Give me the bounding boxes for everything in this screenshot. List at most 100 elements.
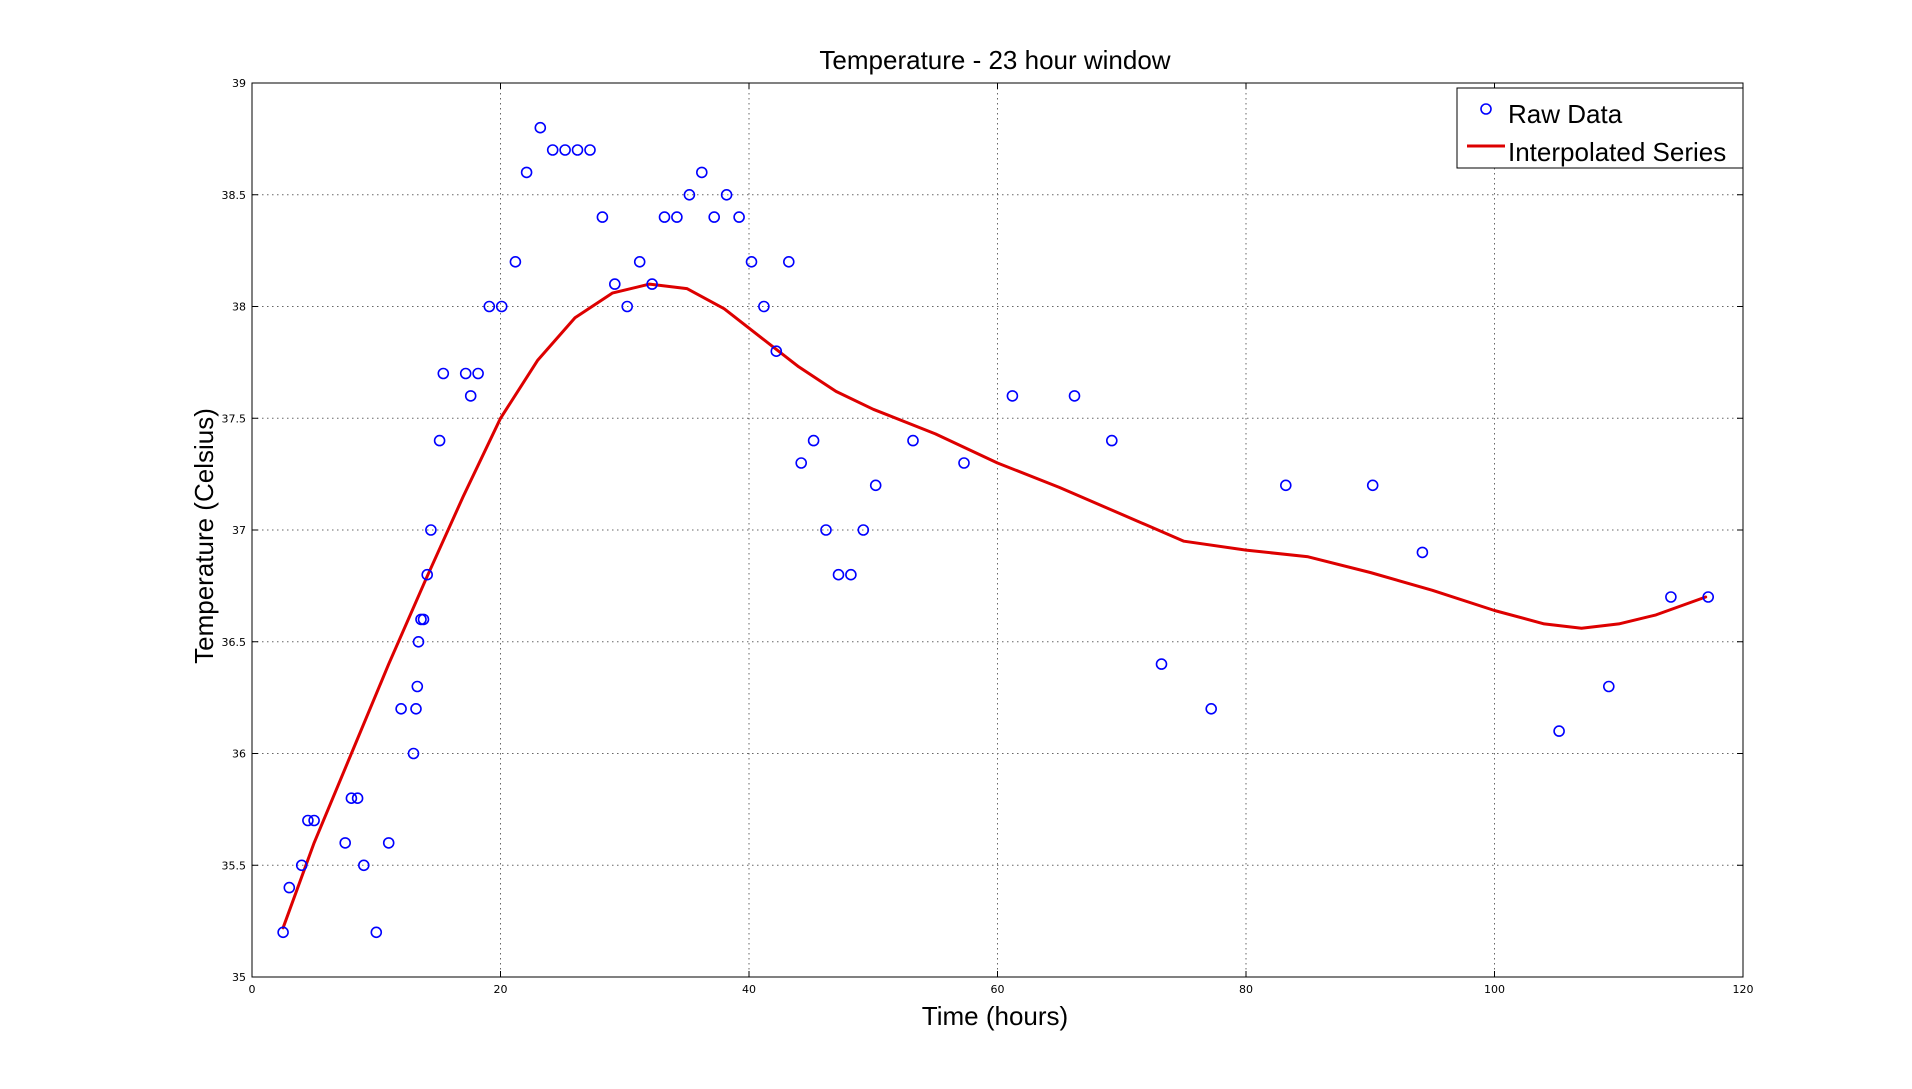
raw-data-point	[345, 792, 358, 805]
raw-data-point	[958, 457, 970, 469]
x-tick-label: 80	[1239, 983, 1253, 996]
raw-data-point	[857, 524, 870, 536]
legend: Raw Data Interpolated Series	[1456, 87, 1744, 169]
raw-data-point	[411, 680, 424, 693]
y-tick-label: 36.5	[222, 636, 247, 649]
legend-interp-label: Interpolated Series	[1508, 137, 1726, 167]
raw-data-point	[382, 837, 395, 849]
raw-data-point	[646, 278, 658, 290]
raw-data-point	[302, 814, 314, 827]
raw-data-point	[845, 568, 857, 581]
raw-data-point	[695, 166, 708, 179]
y-tick-label: 36	[232, 748, 246, 761]
raw-data-point	[520, 166, 533, 179]
raw-data-point	[745, 255, 758, 268]
raw-data-point	[395, 702, 407, 715]
raw-data-point	[1280, 479, 1292, 492]
raw-data-point	[351, 792, 364, 805]
raw-data-point	[621, 300, 634, 313]
x-tick-label: 120	[1733, 983, 1754, 996]
raw-data-point	[633, 255, 646, 268]
raw-data-point	[683, 189, 696, 201]
raw-data-point	[425, 524, 437, 536]
raw-data-point	[1006, 390, 1019, 402]
x-tick-label: 20	[494, 983, 508, 996]
raw-data-point	[608, 278, 621, 290]
y-tick-label: 38	[232, 301, 246, 314]
raw-data-point	[308, 814, 320, 827]
raw-data-point	[584, 144, 596, 156]
legend-box	[1456, 87, 1744, 169]
raw-data-point	[472, 367, 484, 380]
raw-data-point	[412, 635, 425, 648]
y-axis-label: Temperature (Celsius)	[189, 408, 219, 664]
raw-data-point	[357, 859, 370, 872]
raw-data-point	[1366, 479, 1379, 492]
raw-data-point	[1416, 546, 1429, 559]
y-tick-label: 35.5	[222, 859, 247, 872]
raw-data-point	[1068, 390, 1081, 402]
raw-data-point	[410, 702, 422, 715]
chart-title: Temperature - 23 hour window	[819, 45, 1170, 75]
raw-data-point	[658, 211, 671, 223]
raw-data-point	[417, 613, 430, 626]
raw-data-point	[1702, 591, 1714, 603]
raw-data-point	[546, 144, 559, 156]
raw-data-point	[807, 434, 820, 447]
grid-lines	[252, 83, 1743, 977]
raw-data-point	[509, 255, 522, 268]
raw-data-point	[1106, 434, 1118, 447]
raw-data-point	[370, 926, 383, 939]
raw-data-point	[283, 881, 296, 894]
raw-data-point	[782, 255, 795, 268]
raw-data-point	[571, 144, 584, 156]
raw-data-point	[433, 434, 446, 447]
interpolated-series	[281, 282, 1708, 930]
raw-data-point	[795, 457, 808, 469]
x-tick-label: 60	[991, 983, 1005, 996]
raw-data-point	[770, 345, 783, 358]
raw-data-point	[437, 367, 450, 380]
raw-data-point	[1665, 591, 1677, 603]
raw-data-point	[869, 479, 882, 492]
raw-data-point	[339, 837, 352, 849]
y-tick-label: 39	[232, 77, 246, 90]
raw-data-point	[832, 568, 845, 581]
y-tick-label: 38.5	[222, 189, 247, 202]
raw-data-point	[1603, 680, 1615, 693]
raw-data-point	[277, 926, 289, 939]
raw-data-point	[596, 211, 609, 223]
raw-data-point	[495, 300, 508, 313]
x-tick-label: 40	[742, 983, 756, 996]
raw-data-point	[907, 434, 919, 447]
raw-data-point	[407, 747, 420, 760]
raw-data-point	[483, 300, 496, 313]
interpolated-series-line	[281, 282, 1708, 930]
raw-data-point	[708, 211, 721, 223]
axis-ticks: 0 20 40 60 80 100 120 35 35.5 36 36.5 37 37.5 38 38.5 3…	[222, 77, 1754, 996]
legend-raw-label: Raw Data	[1508, 99, 1623, 129]
raw-data-point	[295, 859, 308, 872]
raw-data-point	[559, 144, 571, 156]
raw-data-point	[733, 211, 745, 223]
raw-data-point	[464, 390, 477, 402]
raw-data-point	[671, 211, 683, 223]
raw-data-point	[534, 121, 547, 134]
raw-data-point	[758, 300, 770, 313]
raw-data-point	[1553, 725, 1565, 737]
raw-data-series	[277, 121, 1714, 939]
raw-data-point	[1155, 658, 1168, 670]
raw-data-point	[720, 189, 733, 201]
y-tick-label: 37	[232, 524, 246, 537]
x-tick-label: 0	[249, 983, 256, 996]
legend-raw-marker	[1480, 103, 1492, 115]
y-tick-label: 35	[232, 971, 246, 984]
x-axis-label: Time (hours)	[922, 1001, 1068, 1031]
x-tick-label: 100	[1484, 983, 1505, 996]
raw-data-point	[820, 524, 832, 536]
raw-data-point	[459, 367, 472, 380]
y-tick-label: 37.5	[222, 412, 247, 425]
raw-data-point	[421, 568, 434, 581]
